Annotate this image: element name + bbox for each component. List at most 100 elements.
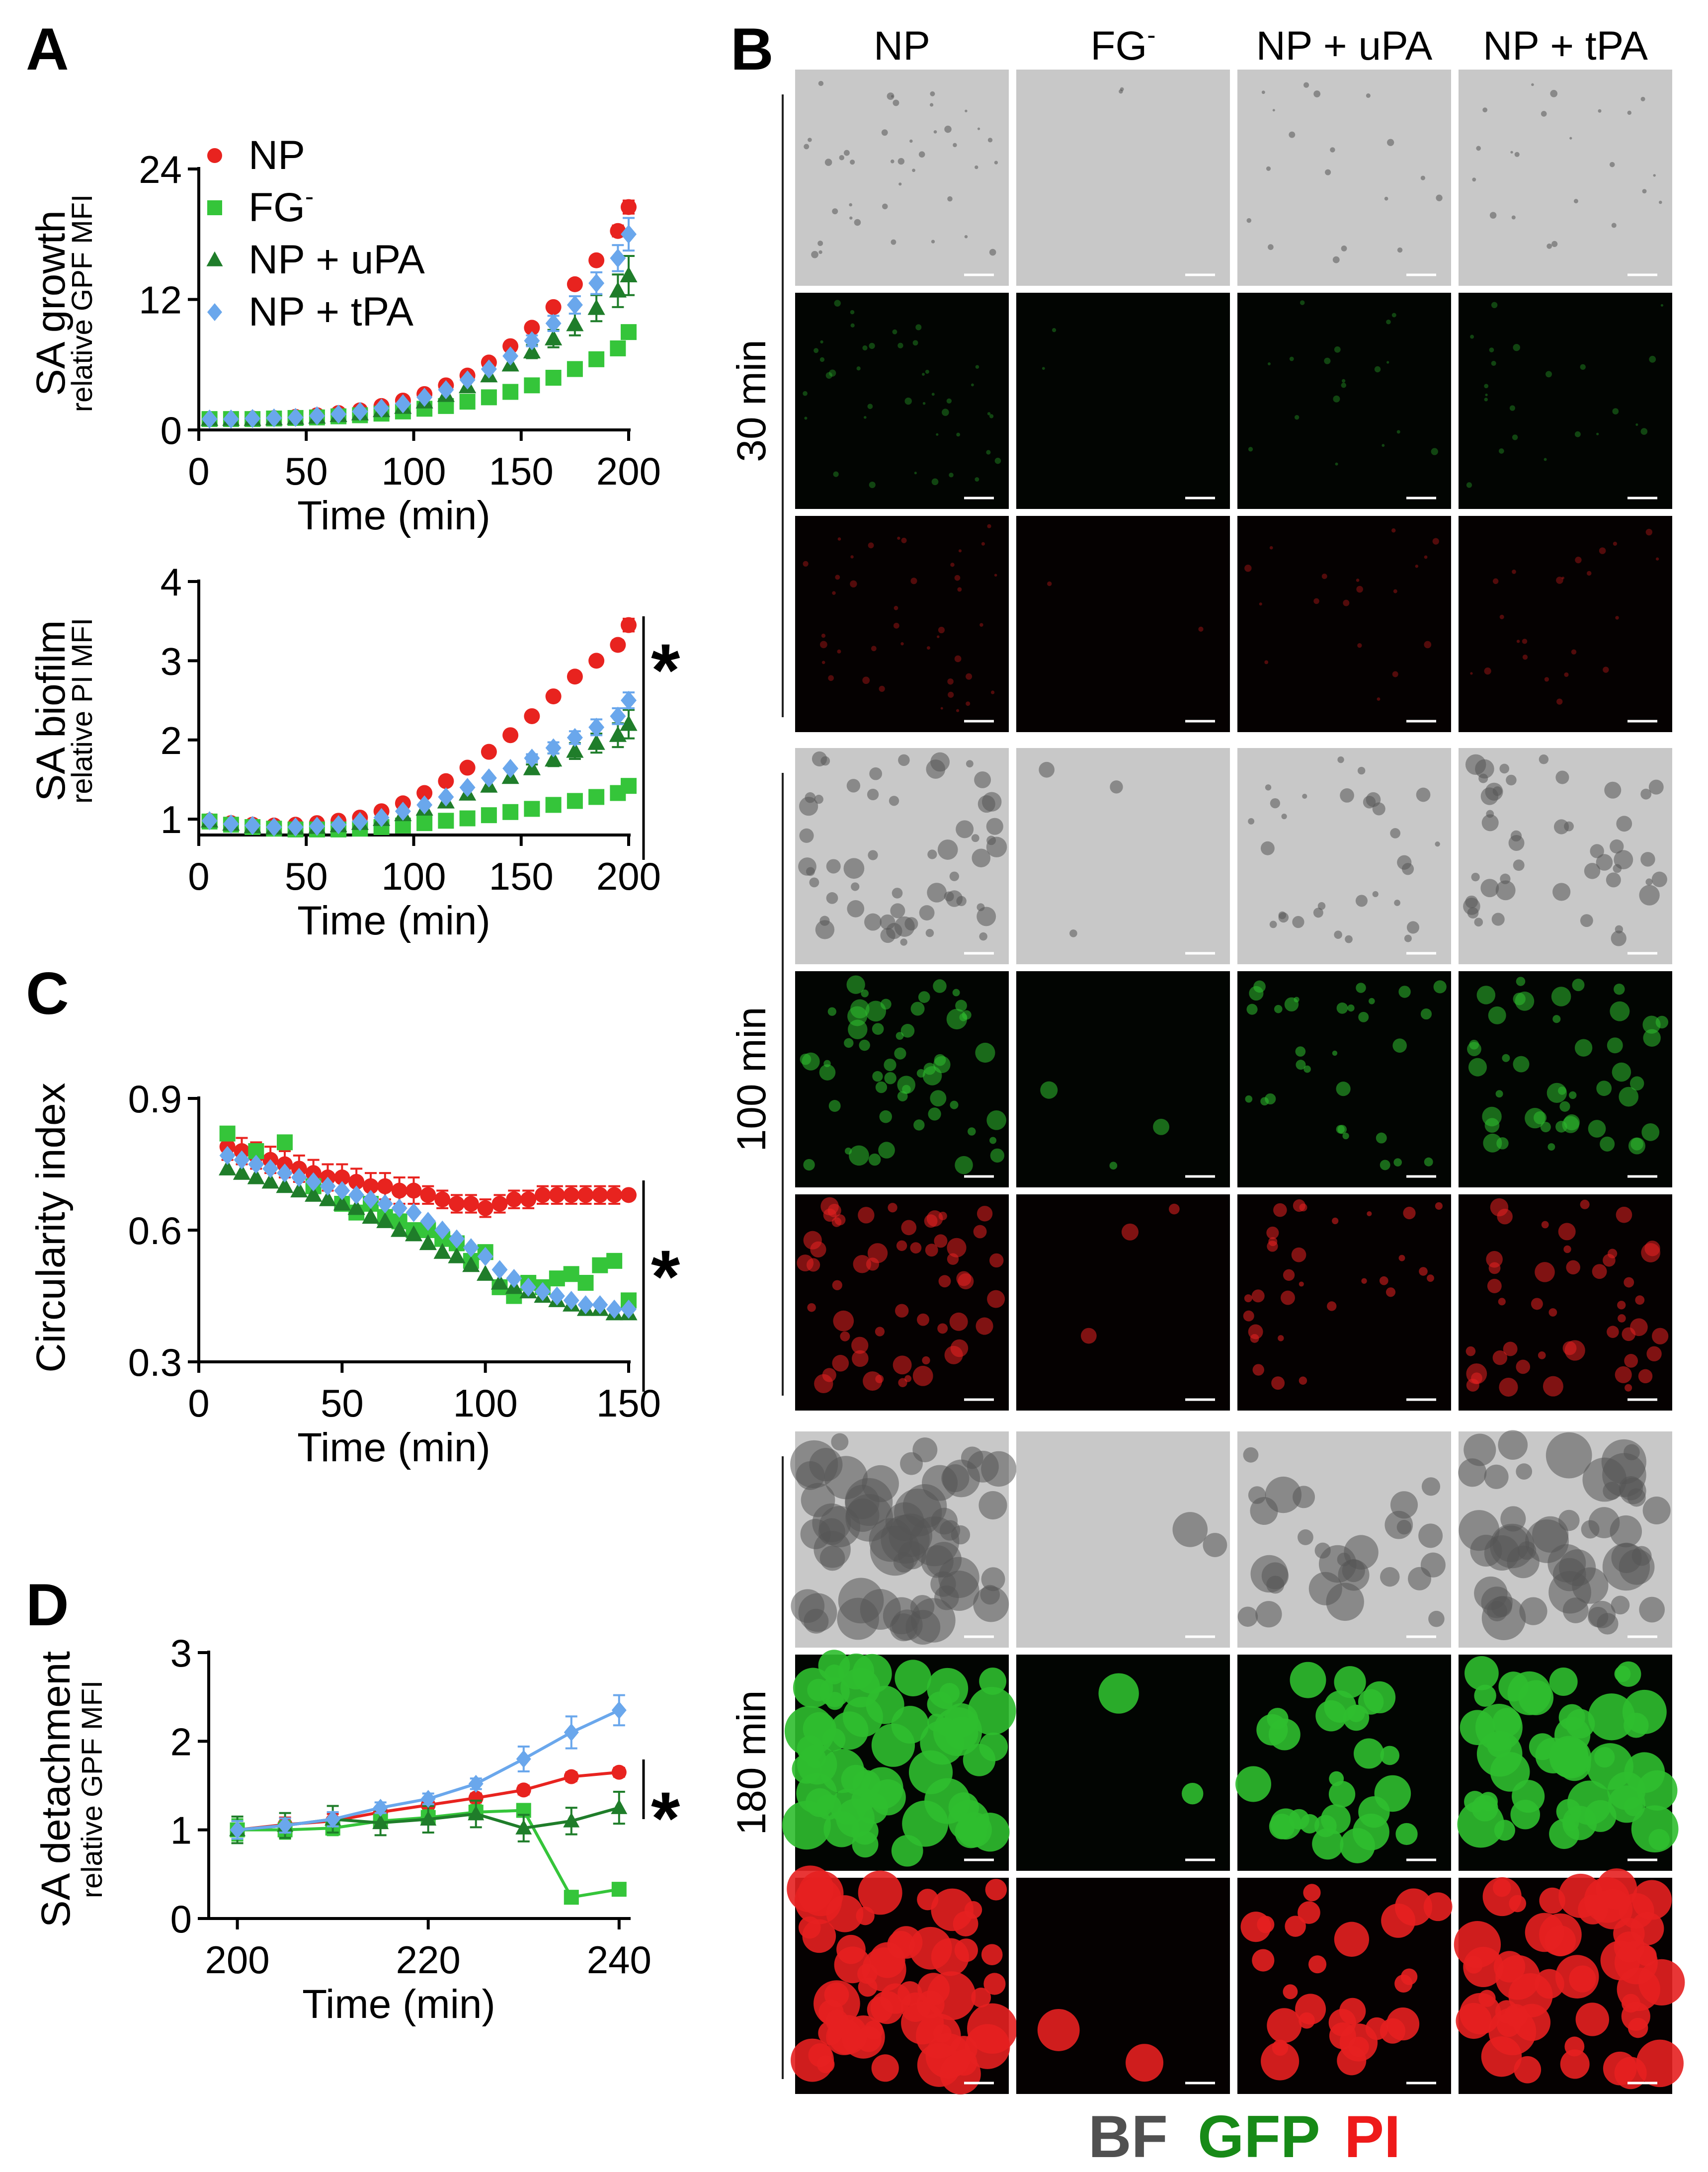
cell-cluster [1265, 1093, 1276, 1105]
cell-cluster [1489, 212, 1497, 219]
micrograph-gfp-1 [1016, 1655, 1230, 1871]
cell-cluster [1465, 1346, 1476, 1356]
cell-cluster [875, 1327, 885, 1337]
cell-cluster [1558, 1509, 1580, 1531]
cell-cluster [1513, 343, 1520, 351]
cell-cluster [1556, 1799, 1581, 1824]
data-point [277, 1816, 293, 1835]
cell-cluster [867, 1997, 893, 2023]
cell-cluster [904, 397, 912, 405]
series-fg- [201, 324, 637, 427]
data-point [563, 1812, 580, 1828]
cell-cluster [1624, 1712, 1649, 1738]
cell-cluster [1484, 1464, 1509, 1489]
cell-cluster [1492, 578, 1499, 585]
cell-cluster [1584, 1877, 1630, 1923]
cell-cluster [1470, 672, 1473, 675]
cell-cluster [815, 920, 835, 939]
data-point [577, 1295, 594, 1315]
cell-cluster [912, 168, 915, 172]
cell-cluster [1592, 1264, 1607, 1279]
cell-cluster [1267, 2008, 1302, 2043]
data-point [463, 1196, 479, 1212]
cell-cluster [1481, 814, 1499, 832]
cell-cluster [1588, 1693, 1635, 1741]
cell-cluster [1432, 538, 1439, 545]
cell-cluster [975, 1042, 995, 1063]
cell-cluster [1361, 1278, 1367, 1284]
cell-cluster [1126, 2044, 1164, 2082]
cell-cluster [1560, 2049, 1590, 2079]
cell-cluster [931, 240, 935, 244]
cell-cluster [1510, 830, 1522, 842]
cell-cluster [793, 1668, 833, 1708]
cell-cluster [1341, 382, 1347, 388]
cell-cluster [950, 1339, 969, 1357]
micrograph-gfp-3 [1459, 293, 1672, 509]
cell-cluster [1482, 1877, 1522, 1917]
cell-cluster [1503, 1341, 1518, 1356]
data-point [438, 380, 454, 400]
cell-cluster [852, 1350, 869, 1367]
cell-cluster [828, 675, 834, 681]
cell-cluster [1549, 1819, 1579, 1849]
cell-cluster [1500, 1506, 1526, 1532]
data-point [309, 817, 325, 836]
cell-cluster [1574, 1039, 1593, 1057]
timepoint-label: 30 min [729, 339, 774, 462]
data-point [363, 1189, 379, 1209]
cell-cluster [858, 1977, 878, 1997]
cell-cluster [804, 1608, 829, 1634]
micrograph-background [1237, 1194, 1451, 1411]
micrograph-background [1459, 70, 1672, 286]
cell-cluster [1575, 556, 1582, 564]
cell-cluster [1352, 1813, 1389, 1850]
cell-cluster [835, 575, 840, 580]
cell-cluster [1386, 319, 1391, 325]
series-np-tpa [201, 217, 637, 429]
cell-cluster [850, 323, 855, 328]
cell-cluster [989, 1137, 997, 1144]
cell-cluster [956, 709, 960, 712]
cell-cluster [1330, 147, 1335, 153]
data-point [219, 1146, 236, 1166]
cell-cluster [986, 836, 1007, 857]
cell-cluster [1482, 107, 1488, 113]
cell-cluster [1278, 912, 1289, 923]
cell-cluster [981, 542, 985, 546]
cell-cluster [1265, 784, 1272, 791]
cell-cluster [956, 432, 961, 437]
cell-cluster [968, 1686, 1016, 1735]
cell-cluster [1325, 169, 1331, 175]
cell-cluster [1484, 1118, 1500, 1133]
cell-cluster [948, 1800, 989, 1841]
micrograph-bf-1 [1016, 748, 1230, 964]
cell-cluster [1552, 1015, 1561, 1023]
cell-cluster [851, 1337, 869, 1354]
cell-cluster [1332, 1217, 1339, 1225]
cell-cluster [804, 417, 808, 420]
data-point [588, 718, 605, 737]
data-point [491, 1260, 508, 1279]
cell-cluster [1490, 1523, 1535, 1569]
micrograph-bf-1 [1016, 1431, 1230, 1648]
cell-cluster [1629, 1076, 1644, 1091]
cell-cluster [849, 216, 853, 220]
cell-cluster [981, 1944, 1003, 1965]
cell-cluster [850, 580, 857, 587]
data-point [352, 402, 368, 421]
cell-cluster [868, 542, 874, 549]
cell-cluster [953, 143, 957, 148]
cell-cluster [1580, 1199, 1590, 1209]
cell-cluster [881, 129, 888, 136]
cell-cluster [1610, 1515, 1642, 1548]
cell-cluster [937, 839, 958, 860]
data-point [248, 1155, 264, 1174]
column-header: NP [874, 23, 930, 69]
cell-cluster [1354, 1738, 1384, 1769]
cell-cluster [1281, 813, 1287, 820]
cell-cluster [986, 450, 991, 455]
cell-cluster [1395, 1823, 1418, 1845]
data-point [563, 1266, 579, 1282]
cell-cluster [820, 756, 830, 766]
